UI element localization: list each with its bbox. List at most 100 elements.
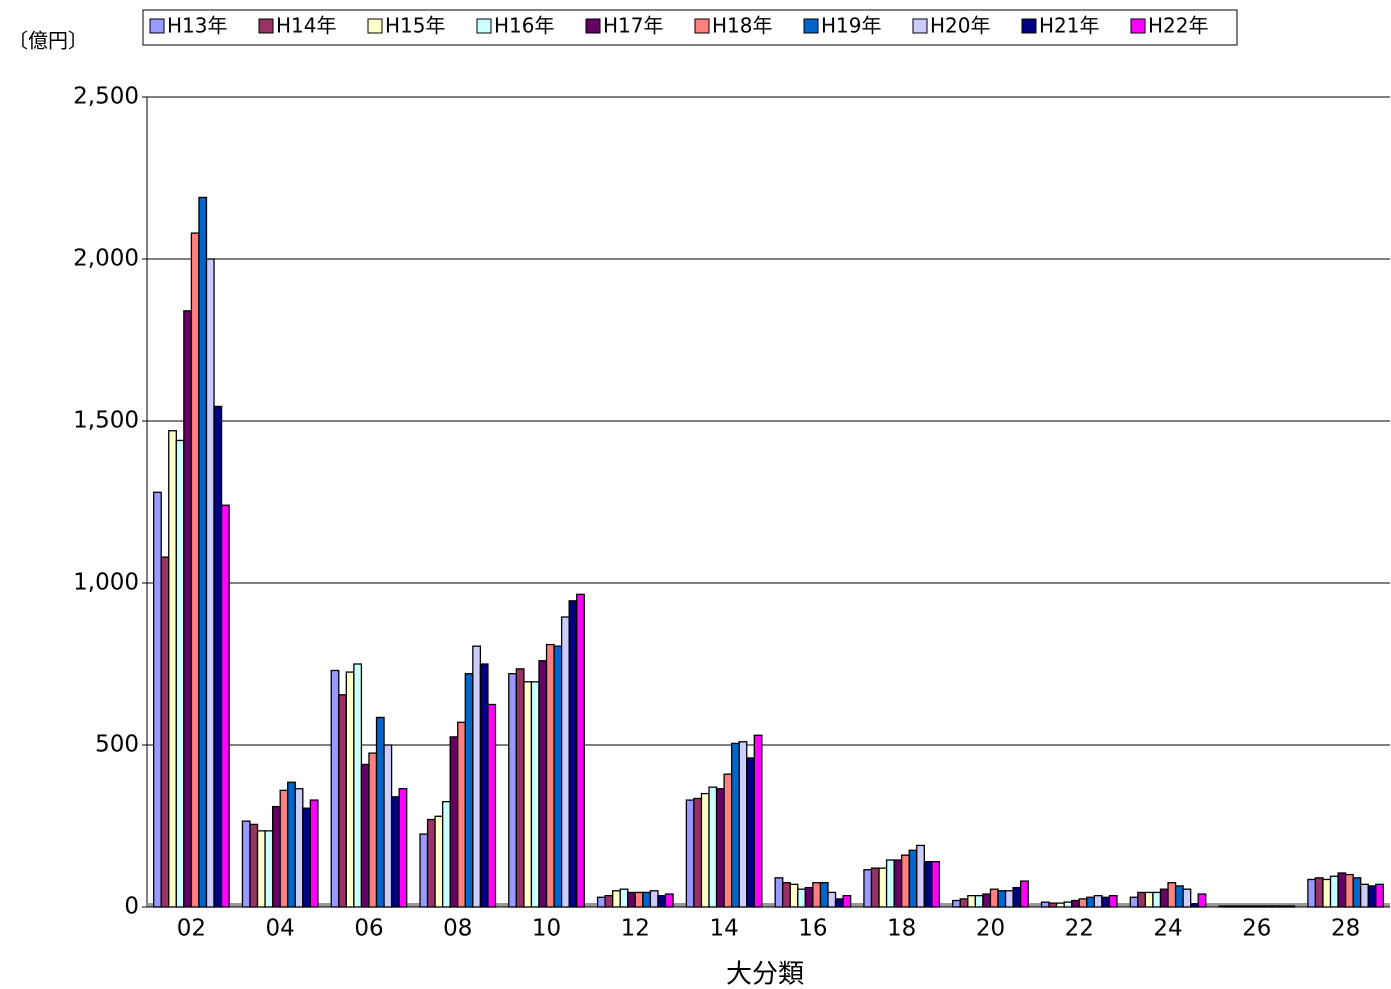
bar bbox=[812, 882, 822, 908]
bar bbox=[1182, 888, 1192, 908]
bar bbox=[797, 888, 806, 908]
legend-swatch bbox=[803, 18, 819, 34]
bar bbox=[649, 890, 659, 908]
bar bbox=[264, 830, 274, 908]
bar bbox=[774, 877, 784, 908]
bar bbox=[657, 895, 667, 908]
legend-label: H20年 bbox=[930, 14, 991, 38]
bar bbox=[834, 898, 844, 908]
legend-swatch bbox=[1130, 18, 1146, 34]
bar bbox=[545, 643, 555, 908]
bar bbox=[1322, 878, 1332, 908]
bar bbox=[627, 891, 636, 908]
y-tick-label: 2,000 bbox=[73, 246, 139, 272]
legend-swatch bbox=[912, 18, 928, 34]
bar bbox=[746, 757, 755, 908]
bar bbox=[530, 681, 540, 908]
bar bbox=[863, 869, 873, 908]
bar bbox=[205, 258, 215, 908]
bar bbox=[375, 716, 385, 908]
legend-label: H14年 bbox=[276, 14, 337, 38]
legend-label: H13年 bbox=[167, 14, 228, 38]
bar bbox=[1048, 902, 1058, 908]
bar bbox=[1352, 877, 1362, 908]
bar bbox=[642, 891, 652, 908]
bar bbox=[908, 849, 918, 908]
bar bbox=[715, 788, 725, 908]
bar bbox=[353, 663, 363, 908]
y-tick-label: 2,500 bbox=[73, 84, 139, 110]
bar bbox=[568, 600, 578, 908]
bar bbox=[738, 741, 748, 908]
bar bbox=[1101, 896, 1111, 908]
bar bbox=[1093, 895, 1103, 908]
bar bbox=[1360, 883, 1369, 908]
bar bbox=[213, 405, 223, 908]
y-unit: 〔億円〕 bbox=[8, 29, 88, 53]
bar bbox=[753, 734, 763, 908]
x-axis-title: 大分類 bbox=[726, 960, 804, 989]
bar bbox=[309, 799, 319, 908]
bar bbox=[294, 788, 304, 908]
y-tick-label: 1,500 bbox=[73, 408, 139, 434]
bar bbox=[198, 196, 208, 908]
bar bbox=[1174, 885, 1184, 908]
legend-label: H22年 bbox=[1148, 14, 1209, 38]
bar bbox=[827, 891, 837, 908]
bar bbox=[1137, 891, 1147, 908]
x-tick-label: 04 bbox=[266, 916, 295, 942]
y-tick-label: 500 bbox=[95, 732, 139, 758]
bar bbox=[1012, 886, 1022, 908]
bar bbox=[700, 792, 710, 908]
legend-box bbox=[142, 9, 1238, 46]
bar bbox=[974, 895, 984, 908]
bar bbox=[1197, 893, 1207, 908]
bar bbox=[685, 799, 695, 908]
bar bbox=[842, 895, 852, 908]
legend-swatch bbox=[149, 18, 165, 34]
bar bbox=[619, 888, 629, 908]
x-tick-label: 16 bbox=[798, 916, 827, 942]
bar bbox=[1108, 895, 1118, 908]
bar bbox=[693, 797, 703, 908]
bar bbox=[901, 854, 910, 908]
bar bbox=[523, 681, 533, 908]
bar bbox=[634, 891, 644, 908]
bar bbox=[1020, 880, 1029, 908]
bar bbox=[731, 742, 740, 908]
bar bbox=[1337, 872, 1347, 908]
legend-label: H16年 bbox=[494, 14, 555, 38]
x-tick-label: 22 bbox=[1065, 916, 1094, 942]
bar bbox=[368, 752, 378, 908]
x-tick-label: 12 bbox=[621, 916, 650, 942]
bar bbox=[249, 823, 259, 908]
bar bbox=[457, 721, 466, 908]
bar bbox=[345, 671, 355, 908]
bar bbox=[1344, 873, 1354, 908]
bar bbox=[1004, 890, 1014, 908]
bar bbox=[1329, 875, 1339, 908]
bar bbox=[664, 893, 674, 908]
legend-label: H18年 bbox=[712, 14, 773, 38]
bar bbox=[1375, 883, 1384, 908]
bar bbox=[604, 895, 614, 908]
bar bbox=[472, 645, 482, 908]
bar bbox=[1071, 899, 1080, 908]
bar bbox=[1367, 885, 1377, 908]
bar bbox=[256, 830, 266, 908]
bar bbox=[989, 888, 999, 908]
bar bbox=[1167, 882, 1177, 908]
x-tick-label: 10 bbox=[532, 916, 561, 942]
bar bbox=[338, 694, 347, 908]
x-tick-label: 18 bbox=[887, 916, 916, 942]
bar bbox=[982, 893, 992, 908]
bar bbox=[287, 781, 296, 908]
bar bbox=[1086, 896, 1095, 908]
bar bbox=[153, 491, 162, 908]
bar bbox=[576, 593, 585, 908]
bar bbox=[383, 744, 393, 908]
bar bbox=[893, 859, 903, 908]
bar bbox=[923, 860, 933, 908]
legend-swatch bbox=[476, 18, 492, 34]
